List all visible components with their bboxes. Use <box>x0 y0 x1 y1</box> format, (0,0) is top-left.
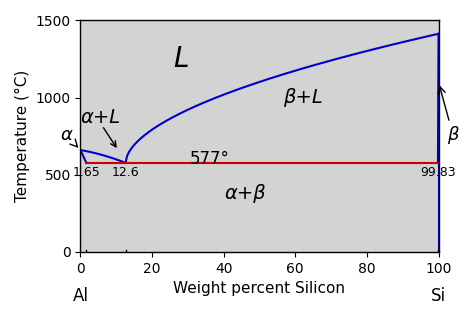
Text: L: L <box>173 45 189 73</box>
Text: α: α <box>60 126 77 147</box>
X-axis label: Weight percent Silicon: Weight percent Silicon <box>173 281 346 296</box>
Y-axis label: Temperature (°C): Temperature (°C) <box>15 70 30 202</box>
Text: Al: Al <box>73 287 89 305</box>
Text: 12.6: 12.6 <box>112 166 139 179</box>
Text: β: β <box>438 86 459 144</box>
Text: 577°: 577° <box>190 150 229 168</box>
Text: 99.83: 99.83 <box>420 166 456 179</box>
Text: α+β: α+β <box>224 184 266 203</box>
Text: 1.65: 1.65 <box>73 166 100 179</box>
Text: β+L: β+L <box>283 88 322 107</box>
Text: α+L: α+L <box>80 108 120 127</box>
Text: Si: Si <box>431 287 446 305</box>
